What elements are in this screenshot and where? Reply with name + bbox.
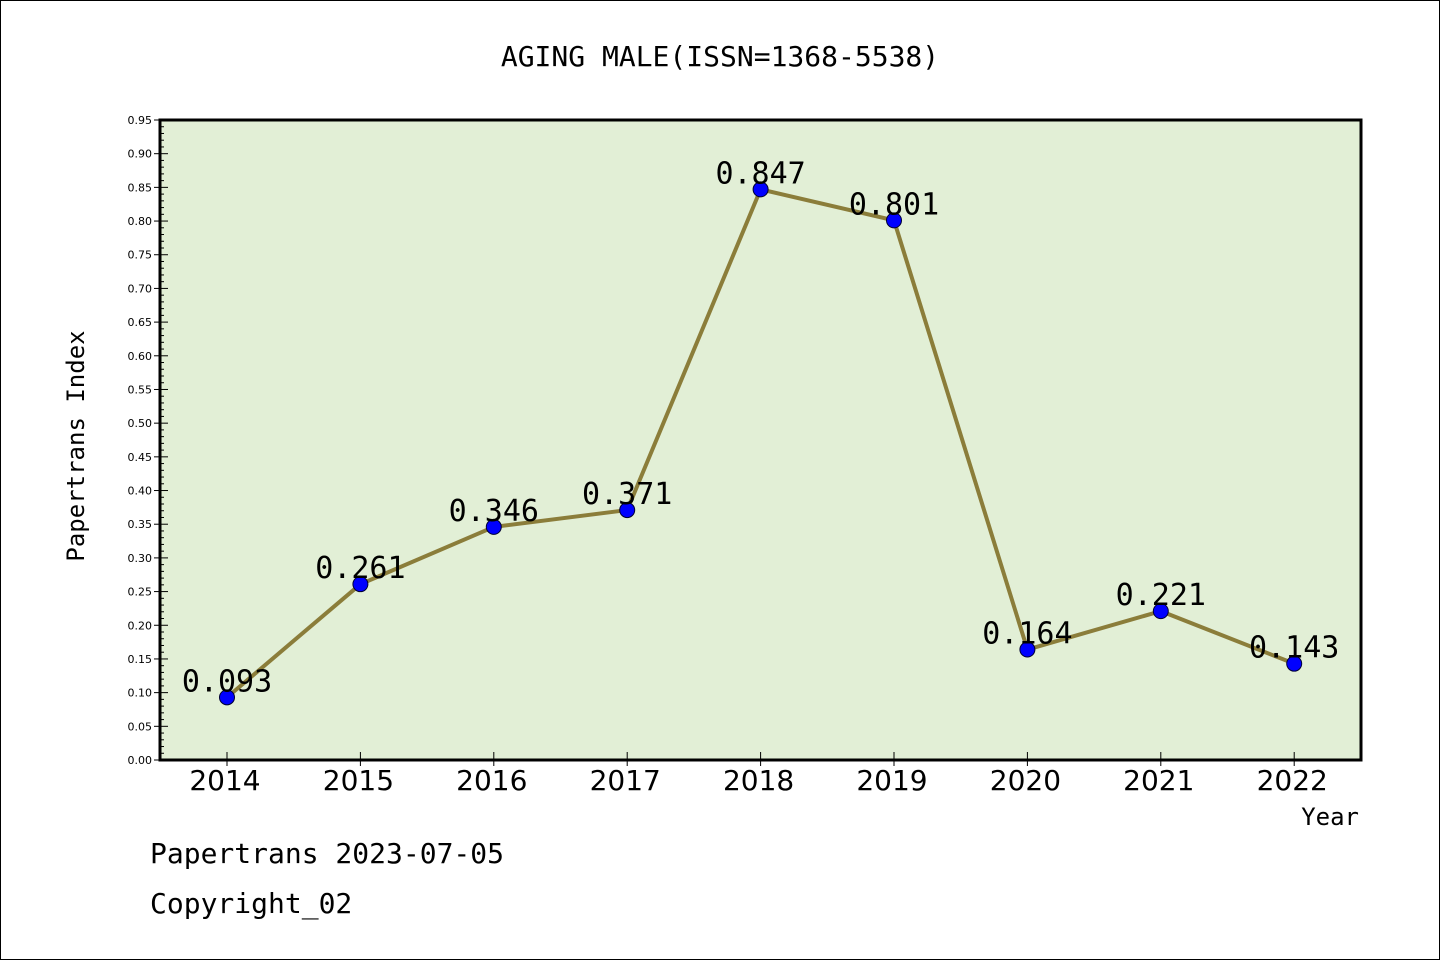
x-tick-label: 2021 [1123,764,1194,797]
data-label: 0.221 [1116,578,1206,613]
data-point [219,689,235,706]
data-point [485,518,502,535]
x-tick-label: 2022 [1257,764,1328,797]
x-tick-label: 2014 [189,764,260,797]
y-tick-label: 0.00 [128,754,153,767]
y-tick-label: 0.85 [128,181,153,194]
y-axis: 0.00 0.05 0.10 0.15 0.20 0.25 0.30 0.35 0.40 0.45… [128,114,168,767]
footer-copyright: Copyright_02 [150,887,352,921]
y-tick-label: 0.40 [128,485,153,498]
y-tick-label: 0.05 [128,720,153,733]
data-point [1152,603,1169,620]
y-tick-label: 0.90 [128,148,153,161]
data-point [619,502,636,519]
footer-date: Papertrans 2023-07-05 [150,837,504,870]
chart-title: AGING MALE(ISSN=1368-5538) [501,40,939,73]
y-tick-label: 0.65 [128,316,153,329]
x-axis: 2014 2015 2016 2017 2018 2019 2020 2021 2022 [189,752,1328,797]
series-group: 0.093 0.261 0.346 0.371 0.847 0.801 0.164 0.221… [182,156,1339,706]
x-tick-label: 2018 [723,764,794,797]
y-tick-label: 0.75 [128,249,153,262]
y-tick-label: 0.50 [128,417,153,430]
data-point [352,576,369,593]
y-tick-label: 0.15 [128,653,153,666]
x-axis-label: Year [1301,803,1359,831]
plot-area [158,118,1363,762]
data-label: 0.143 [1249,631,1339,666]
data-point [752,181,769,198]
data-label: 0.801 [849,187,939,222]
y-tick-label: 0.20 [128,619,153,632]
x-tick-label: 2015 [323,764,394,797]
data-point [1286,655,1303,672]
y-tick-label: 0.10 [128,687,153,700]
data-label: 0.261 [315,551,405,586]
data-label: 0.847 [715,156,805,191]
y-tick-label: 0.60 [128,350,153,363]
x-tick-label: 2019 [856,764,927,797]
y-axis-label: Papertrans Index [62,330,90,561]
y-tick-label: 0.45 [128,451,153,464]
data-point [1019,641,1036,658]
data-label: 0.346 [449,494,539,529]
data-point [886,212,902,229]
data-label: 0.371 [582,477,672,512]
y-tick-label: 0.30 [128,552,153,565]
y-tick-label: 0.35 [128,518,153,531]
y-tick-label: 0.95 [128,114,153,127]
y-tick-label: 0.70 [128,282,153,295]
x-tick-label: 2020 [990,764,1061,797]
data-label: 0.093 [182,664,272,699]
y-tick-label: 0.55 [128,383,153,396]
data-label: 0.164 [982,617,1072,652]
x-tick-label: 2016 [456,764,527,797]
y-tick-label: 0.25 [128,586,153,599]
x-tick-label: 2017 [590,764,661,797]
y-tick-label: 0.80 [128,215,153,228]
